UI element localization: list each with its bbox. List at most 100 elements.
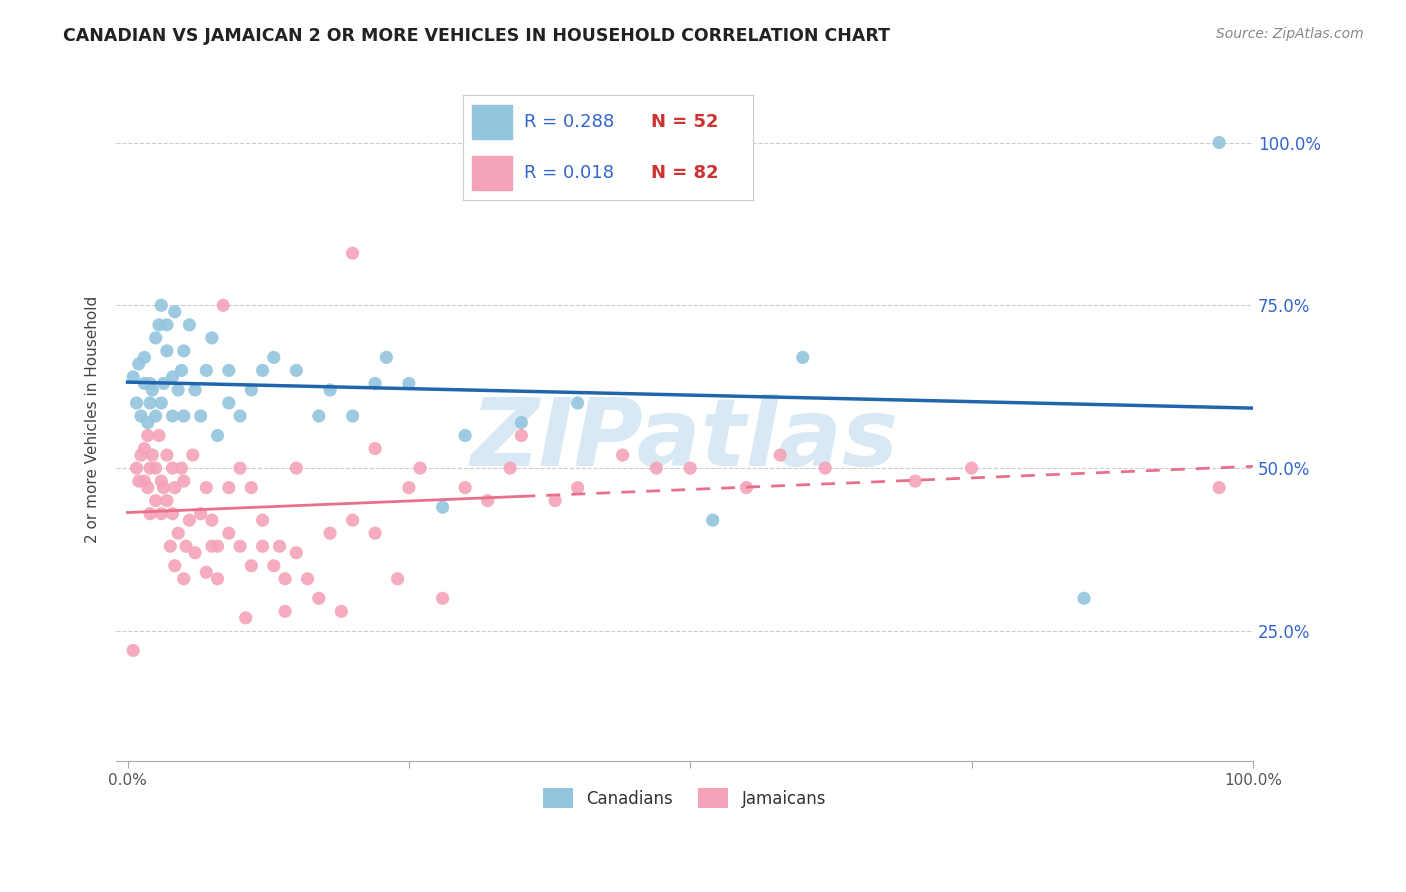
Point (285, 546, 308, 560)
Point (240, 481, 263, 495)
Point (159, 539, 181, 553)
Point (342, 513, 364, 527)
Point (319, 526, 342, 541)
Point (170, 363, 193, 377)
Point (1208, 481, 1230, 495)
Point (645, 461, 668, 475)
Point (141, 448, 163, 462)
Point (134, 376, 156, 391)
Point (342, 409, 364, 423)
Point (190, 409, 212, 423)
Point (156, 318, 179, 332)
Point (269, 539, 291, 553)
Point (173, 409, 195, 423)
Point (297, 572, 319, 586)
Point (201, 331, 224, 345)
Point (195, 566, 218, 580)
Point (960, 461, 983, 475)
Point (150, 474, 173, 488)
Point (364, 442, 387, 456)
Point (1073, 591, 1095, 606)
Point (263, 558, 285, 573)
Point (184, 383, 207, 397)
Point (163, 305, 186, 319)
Point (201, 539, 224, 553)
Point (141, 383, 163, 397)
Text: Source: ZipAtlas.com: Source: ZipAtlas.com (1216, 27, 1364, 41)
Point (229, 409, 252, 423)
Point (207, 428, 229, 442)
Point (567, 396, 589, 410)
Point (136, 481, 159, 495)
Point (285, 461, 308, 475)
Point (207, 572, 229, 586)
Point (134, 351, 156, 365)
Point (375, 351, 398, 365)
Point (235, 611, 257, 625)
Point (184, 546, 207, 560)
Point (134, 474, 156, 488)
Point (274, 572, 297, 586)
Point (122, 643, 145, 657)
Point (145, 331, 167, 345)
Point (170, 461, 193, 475)
Point (308, 591, 330, 606)
Point (156, 448, 179, 462)
Point (499, 461, 522, 475)
Point (218, 526, 240, 541)
Point (735, 481, 758, 495)
Point (240, 383, 263, 397)
Point (285, 363, 308, 377)
Point (145, 409, 167, 423)
Point (240, 558, 263, 573)
Point (477, 493, 499, 508)
Point (167, 526, 190, 541)
Point (162, 461, 184, 475)
Point (163, 558, 186, 573)
Point (152, 481, 174, 495)
Point (319, 383, 342, 397)
Point (150, 507, 173, 521)
Point (145, 493, 167, 508)
Point (218, 481, 240, 495)
Point (229, 461, 252, 475)
Point (128, 357, 150, 371)
Point (792, 351, 814, 365)
Point (510, 428, 533, 442)
Point (195, 481, 218, 495)
Point (702, 513, 724, 527)
Point (218, 363, 240, 377)
Point (136, 416, 159, 430)
Text: CANADIAN VS JAMAICAN 2 OR MORE VEHICLES IN HOUSEHOLD CORRELATION CHART: CANADIAN VS JAMAICAN 2 OR MORE VEHICLES … (63, 27, 890, 45)
Point (567, 481, 589, 495)
Point (432, 591, 454, 606)
Point (139, 507, 162, 521)
Point (162, 370, 184, 384)
Point (148, 318, 170, 332)
Point (163, 481, 186, 495)
Point (162, 507, 184, 521)
Point (156, 343, 179, 358)
Point (201, 513, 224, 527)
Point (129, 448, 152, 462)
Point (134, 442, 156, 456)
Point (173, 572, 195, 586)
Point (263, 351, 285, 365)
Point (148, 428, 170, 442)
Point (136, 428, 159, 442)
Point (229, 539, 252, 553)
Point (454, 428, 477, 442)
Point (122, 370, 145, 384)
Point (150, 396, 173, 410)
Point (139, 396, 162, 410)
Point (398, 481, 420, 495)
Point (252, 363, 274, 377)
Point (364, 526, 387, 541)
Point (252, 513, 274, 527)
Point (173, 343, 195, 358)
Point (679, 461, 702, 475)
Point (150, 298, 173, 312)
Point (398, 376, 420, 391)
Point (454, 481, 477, 495)
Point (145, 461, 167, 475)
